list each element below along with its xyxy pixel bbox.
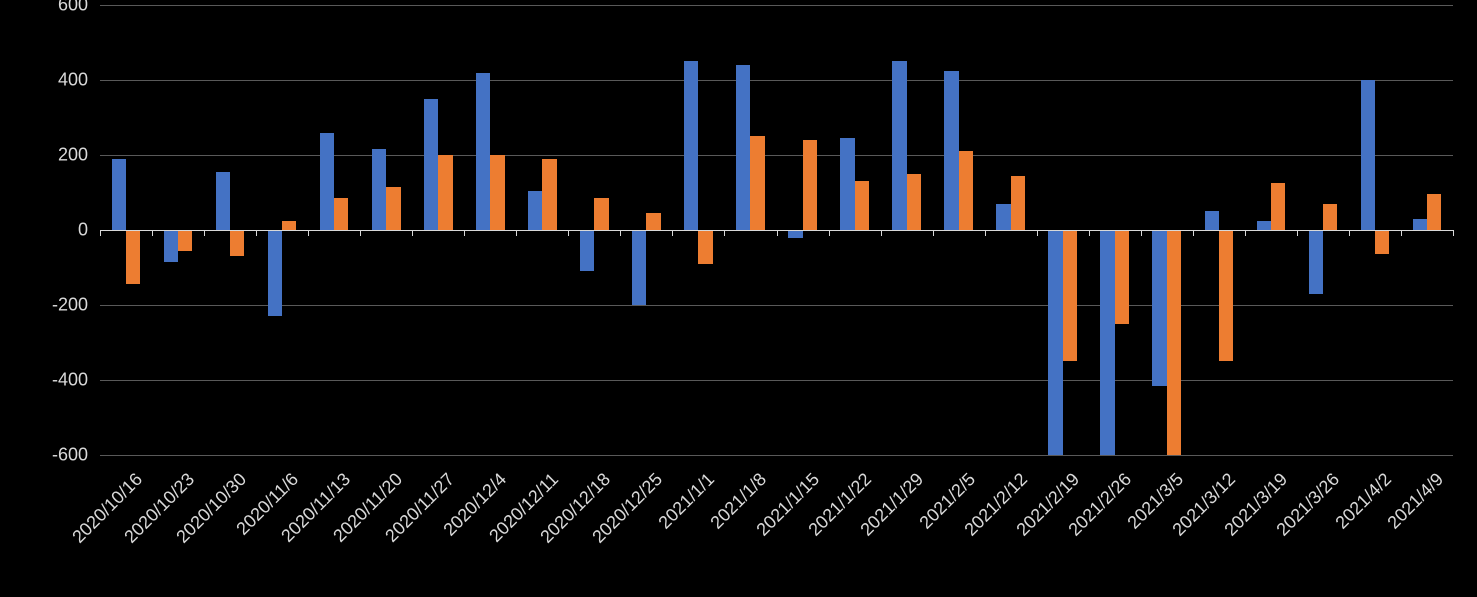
x-axis-tick-mark — [256, 230, 257, 236]
bar-series-1 — [528, 191, 542, 230]
x-axis-tick-mark — [1193, 230, 1194, 236]
bar-series-1 — [580, 230, 594, 271]
x-axis-tick-mark — [1349, 230, 1350, 236]
x-axis-tick-mark — [152, 230, 153, 236]
bar-series-1 — [1048, 230, 1062, 455]
gridline — [100, 305, 1453, 306]
bar-series-2 — [438, 155, 452, 230]
bar-series-1 — [268, 230, 282, 316]
y-axis-tick-label: -600 — [0, 445, 88, 466]
x-axis-tick-mark — [204, 230, 205, 236]
bar-series-1 — [736, 65, 750, 230]
bar-series-2 — [230, 230, 244, 256]
bar-series-1 — [1413, 219, 1427, 230]
bar-series-1 — [164, 230, 178, 262]
x-axis-tick-mark — [516, 230, 517, 236]
x-axis-tick-mark — [100, 230, 101, 236]
bar-series-1 — [1100, 230, 1114, 455]
bar-series-2 — [178, 230, 192, 251]
bar-series-2 — [1063, 230, 1077, 361]
gridline — [100, 5, 1453, 6]
x-axis-tick-mark — [985, 230, 986, 236]
bar-series-1 — [1309, 230, 1323, 294]
y-axis-tick-label: -200 — [0, 295, 88, 316]
bar-series-2 — [1323, 204, 1337, 230]
bar-series-1 — [996, 204, 1010, 230]
bar-series-2 — [750, 136, 764, 230]
gridline — [100, 380, 1453, 381]
bar-series-1 — [1361, 80, 1375, 230]
bar-series-2 — [1271, 183, 1285, 230]
x-axis-tick-mark — [933, 230, 934, 236]
y-axis-tick-label: 0 — [0, 220, 88, 241]
x-axis-tick-mark — [1453, 230, 1454, 236]
bar-series-1 — [216, 172, 230, 230]
bar-series-1 — [840, 138, 854, 230]
bar-series-1 — [320, 133, 334, 231]
y-axis-tick-label: 600 — [0, 0, 88, 16]
bar-series-2 — [282, 221, 296, 230]
x-axis-tick-mark — [777, 230, 778, 236]
bar-series-1 — [1205, 211, 1219, 230]
bar-series-2 — [594, 198, 608, 230]
y-axis-tick-label: 400 — [0, 70, 88, 91]
bar-chart: -600-400-20002004006002020/10/162020/10/… — [0, 0, 1477, 591]
x-axis-tick-mark — [1245, 230, 1246, 236]
x-axis-tick-mark — [1089, 230, 1090, 236]
x-axis-tick-mark — [1037, 230, 1038, 236]
bar-series-2 — [126, 230, 140, 284]
bar-series-2 — [698, 230, 712, 264]
x-axis-tick-mark — [1141, 230, 1142, 236]
bar-series-2 — [1219, 230, 1233, 361]
x-axis-tick-mark — [829, 230, 830, 236]
gridline — [100, 80, 1453, 81]
bar-series-2 — [855, 181, 869, 230]
bar-series-2 — [1375, 230, 1389, 254]
bar-series-1 — [476, 73, 490, 231]
bar-series-1 — [1257, 221, 1271, 230]
y-axis-tick-label: -400 — [0, 370, 88, 391]
bar-series-2 — [542, 159, 556, 230]
bar-series-2 — [803, 140, 817, 230]
bar-series-2 — [907, 174, 921, 230]
gridline — [100, 155, 1453, 156]
bar-series-2 — [646, 213, 660, 230]
x-axis-tick-mark — [464, 230, 465, 236]
gridline — [100, 455, 1453, 456]
x-axis-tick-mark — [620, 230, 621, 236]
x-axis-tick-mark — [412, 230, 413, 236]
bar-series-1 — [788, 230, 802, 238]
bar-series-1 — [372, 149, 386, 230]
bar-series-2 — [490, 155, 504, 230]
bar-series-1 — [424, 99, 438, 230]
x-axis-tick-mark — [1297, 230, 1298, 236]
bar-series-1 — [944, 71, 958, 230]
bar-series-2 — [334, 198, 348, 230]
x-axis-tick-mark — [308, 230, 309, 236]
bar-series-1 — [112, 159, 126, 230]
bar-series-2 — [1011, 176, 1025, 230]
bar-series-2 — [959, 151, 973, 230]
bar-series-1 — [684, 61, 698, 230]
bar-series-1 — [1152, 230, 1166, 386]
x-axis-tick-mark — [1401, 230, 1402, 236]
x-axis-tick-mark — [360, 230, 361, 236]
bar-series-2 — [1167, 230, 1181, 455]
bar-series-2 — [386, 187, 400, 230]
x-axis-tick-mark — [672, 230, 673, 236]
y-axis-tick-label: 200 — [0, 145, 88, 166]
bar-series-2 — [1427, 194, 1441, 230]
x-axis-tick-mark — [724, 230, 725, 236]
x-axis-tick-mark — [568, 230, 569, 236]
bar-series-2 — [1115, 230, 1129, 324]
bar-series-1 — [892, 61, 906, 230]
x-axis-tick-mark — [881, 230, 882, 236]
bar-series-1 — [632, 230, 646, 305]
